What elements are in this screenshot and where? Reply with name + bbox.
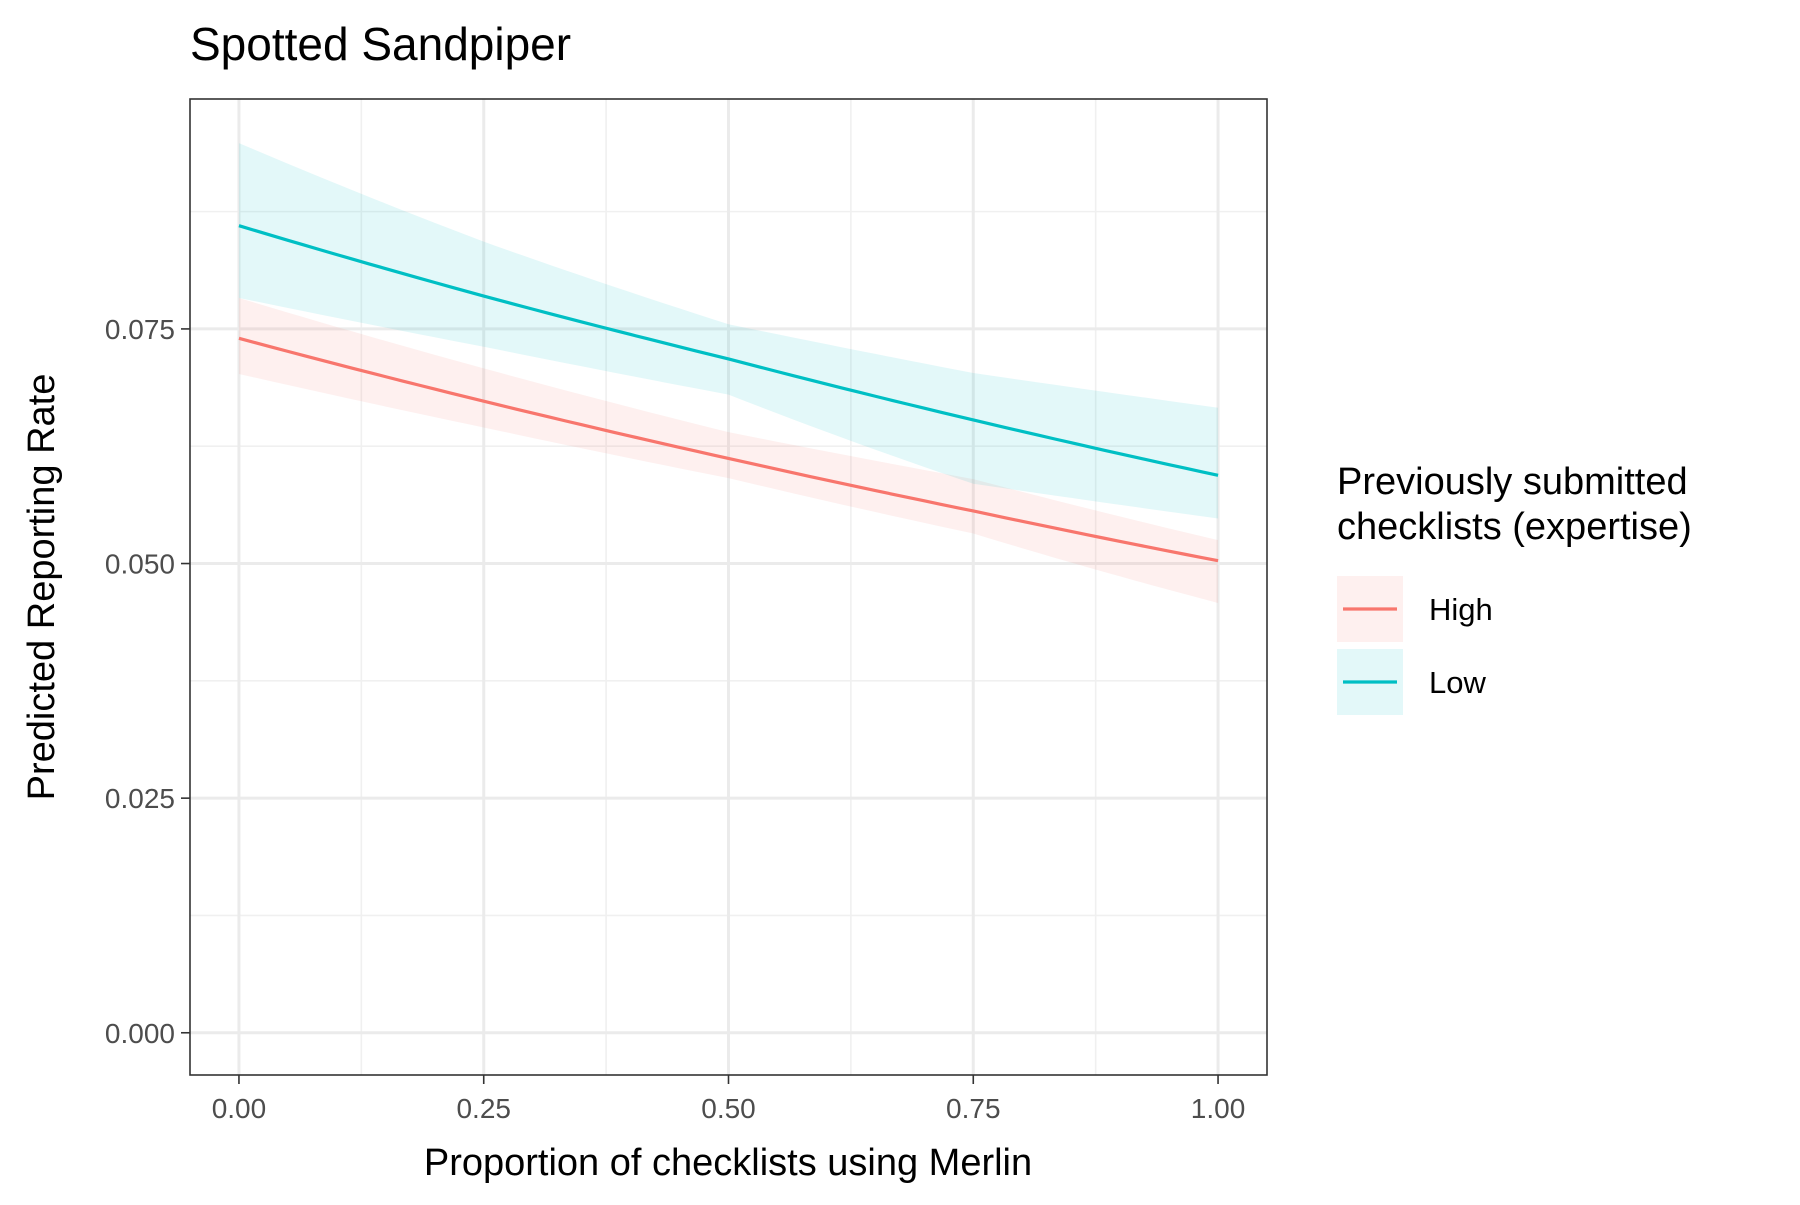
y-axis-title: Predicted Reporting Rate (21, 374, 63, 801)
x-tick-label: 0.00 (212, 1093, 267, 1124)
legend-title: Previously submitted checklists (experti… (1337, 461, 1698, 548)
legend-title-line-1: Previously submitted (1337, 461, 1688, 503)
x-tick-label: 0.25 (456, 1093, 511, 1124)
y-tick-label: 0.000 (105, 1018, 175, 1049)
legend-label-high: High (1429, 592, 1493, 627)
plot-panel (190, 99, 1267, 1075)
y-tick-label: 0.050 (105, 549, 175, 580)
x-tick-label: 0.50 (701, 1093, 756, 1124)
x-axis-title: Proportion of checklists using Merlin (424, 1142, 1032, 1184)
legend-label-low: Low (1429, 665, 1486, 700)
y-tick-label: 0.025 (105, 783, 175, 814)
legend-keys: High Low (1337, 576, 1493, 715)
x-tick-label: 0.75 (946, 1093, 1001, 1124)
legend-title-line-2: checklists (expertise) (1337, 506, 1692, 548)
y-axis: 0.000 0.025 0.050 0.075 (105, 314, 190, 1049)
x-axis: 0.00 0.25 0.50 0.75 1.00 (212, 1075, 1246, 1124)
x-tick-label: 1.00 (1191, 1093, 1246, 1124)
y-tick-label: 0.075 (105, 314, 175, 345)
chart-title: Spotted Sandpiper (190, 18, 571, 70)
legend: Previously submitted checklists (experti… (1337, 461, 1698, 715)
